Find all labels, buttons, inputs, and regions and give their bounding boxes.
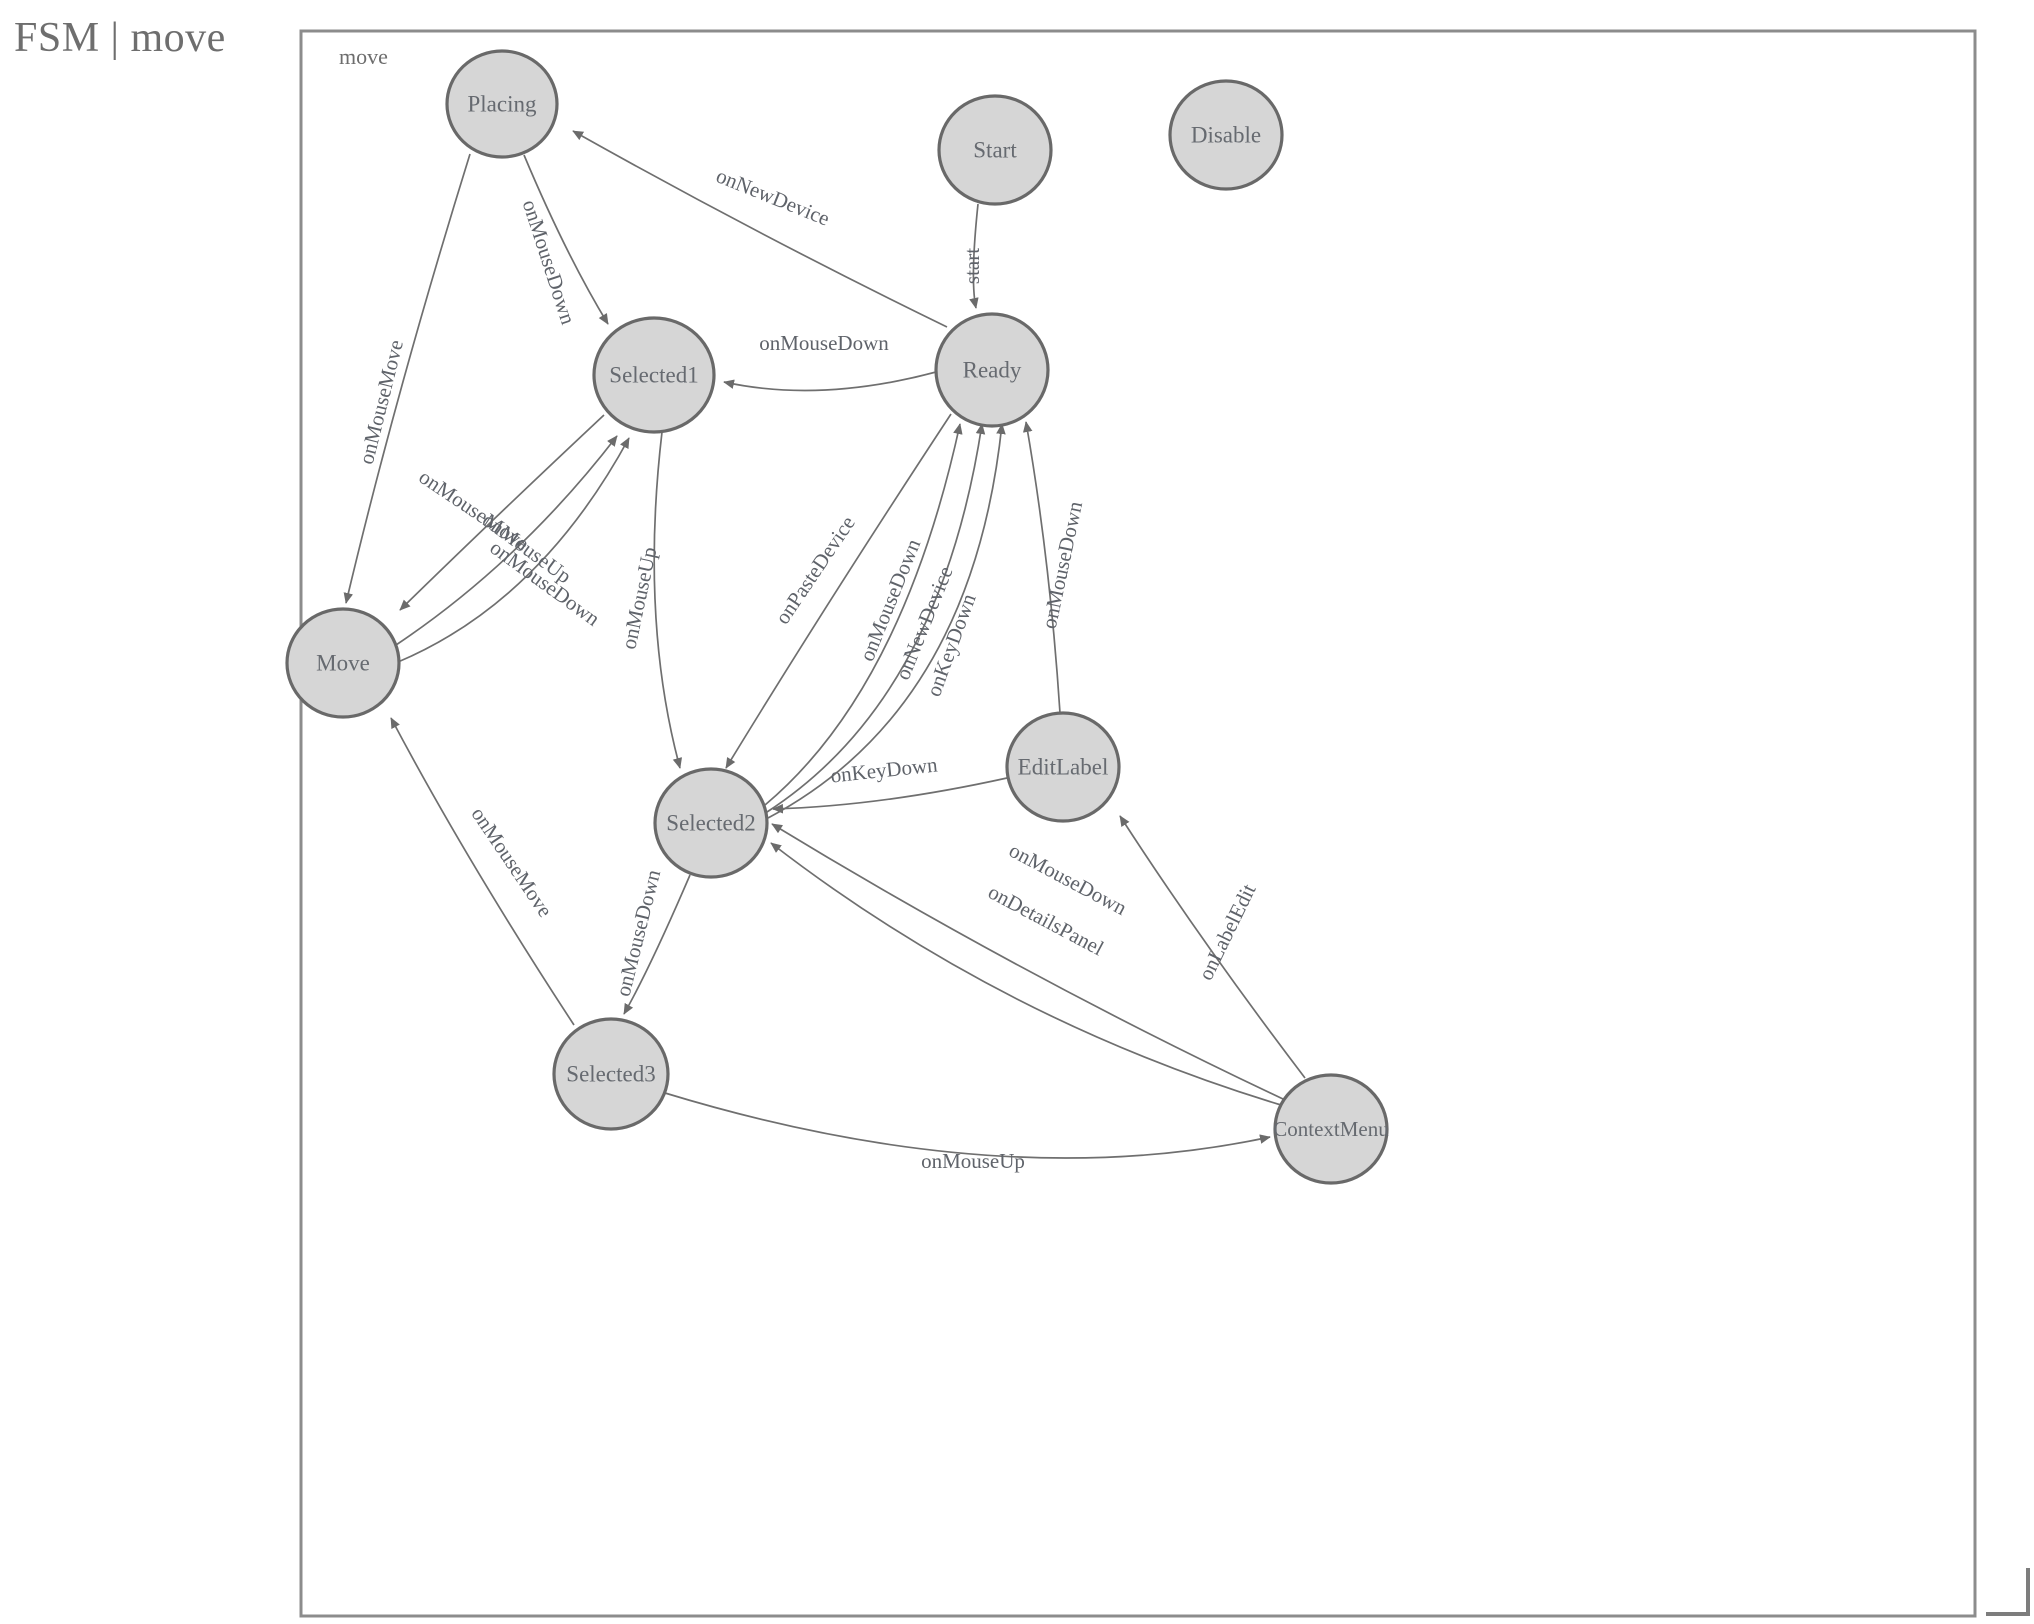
edge-move-selected1-up <box>395 435 618 646</box>
state-node-selected3[interactable]: Selected3 <box>552 1017 670 1131</box>
edge-label-onlabeledit: onLabelEdit <box>1193 880 1260 984</box>
state-node-disable[interactable]: Disable <box>1168 79 1284 191</box>
state-node-shape[interactable] <box>937 94 1053 206</box>
state-node-editlabel[interactable]: EditLabel <box>1005 711 1121 823</box>
edge-editlabel-selected2 <box>772 777 1008 814</box>
edge-label-start: start <box>960 248 984 284</box>
edge-layer <box>343 130 1306 1159</box>
edge-label-onmousedown-selected2-selected3: onMouseDown <box>611 867 666 999</box>
state-node-move[interactable]: Move <box>285 607 401 719</box>
state-node-shape[interactable] <box>1168 79 1284 191</box>
edge-selected3-move <box>390 717 575 1026</box>
state-node-selected2[interactable]: Selected2 <box>653 767 769 879</box>
edge-selected1-move <box>399 414 605 611</box>
edge-label-onmousedown-ready-selected1: onMouseDown <box>759 331 889 355</box>
state-node-label: Selected3 <box>566 1062 655 1087</box>
edge-placing-selected1 <box>523 154 609 325</box>
edge-contextmenu-editlabel <box>1119 815 1306 1079</box>
state-node-shape[interactable] <box>445 49 559 159</box>
state-node-shape[interactable] <box>552 1017 670 1131</box>
edge-ready-placing <box>572 130 948 328</box>
cluster-label: move <box>339 44 388 69</box>
state-node-ready[interactable]: Ready <box>934 312 1050 428</box>
state-node-shape[interactable] <box>653 767 769 879</box>
state-node-contextmenu[interactable]: ContextMenu <box>1273 1073 1389 1185</box>
edge-selected2-ready-newdevice <box>766 423 986 813</box>
corner-mark <box>1986 1568 2030 1616</box>
edge-label-onmousemove-selected3-move: onMouseMove <box>466 803 557 922</box>
state-node-shape[interactable] <box>1005 711 1121 823</box>
state-node-label: Disable <box>1191 123 1261 148</box>
state-node-placing[interactable]: Placing <box>445 49 559 159</box>
edge-ready-selected2 <box>725 413 952 769</box>
edge-contextmenu-selected2-mousedown <box>771 823 1284 1100</box>
edge-editlabel-ready <box>1022 421 1061 714</box>
state-node-shape[interactable] <box>285 607 401 719</box>
edge-label-onmousemove-placing-move: onMouseMove <box>354 337 408 466</box>
cluster-border <box>299 29 1977 1618</box>
edge-contextmenu-selected2-detailspanel <box>770 842 1282 1106</box>
state-node-label: ContextMenu <box>1273 1117 1389 1141</box>
edge-label-onmousedown-placing-selected1: onMouseDown <box>518 197 581 328</box>
edge-label-onmouseup-selected3-contextmenu: onMouseUp <box>921 1149 1025 1173</box>
state-node-shape[interactable] <box>934 312 1050 428</box>
page-title: FSM | move <box>14 15 226 61</box>
edge-selected2-selected3 <box>623 874 691 1015</box>
edge-label-onmousedown-editlabel-ready: onMouseDown <box>1037 499 1088 631</box>
edge-selected1-selected2 <box>653 431 683 769</box>
edge-ready-selected1 <box>723 371 937 392</box>
edge-selected2-ready-mousedown <box>764 423 963 806</box>
edge-start-ready <box>969 203 979 309</box>
state-node-shape[interactable] <box>592 316 716 434</box>
edge-label-onpastedevice: onPasteDevice <box>770 512 860 629</box>
state-node-label: Placing <box>468 92 537 117</box>
state-node-start[interactable]: Start <box>937 94 1053 206</box>
edge-label-onkeydown-editlabel-selected2: onKeyDown <box>829 752 939 787</box>
edge-placing-move <box>343 153 471 604</box>
state-node-label: EditLabel <box>1018 755 1109 780</box>
edge-label-onnewdevice-placing: onNewDevice <box>713 163 833 230</box>
state-node-label: Ready <box>963 358 1022 383</box>
state-node-shape[interactable] <box>1273 1073 1389 1185</box>
edge-move-selected1-down <box>397 437 630 663</box>
state-node-label: Start <box>973 138 1017 163</box>
state-node-label: Selected2 <box>666 811 755 836</box>
state-node-selected1[interactable]: Selected1 <box>592 316 716 434</box>
state-node-label: Move <box>316 651 370 676</box>
state-node-label: Selected1 <box>609 363 698 388</box>
node-layer: Placing Start Disable Selected1 Ready Mo <box>285 49 1389 1185</box>
edge-selected2-ready-keydown <box>767 423 1006 819</box>
edge-selected3-contextmenu <box>664 1092 1271 1159</box>
